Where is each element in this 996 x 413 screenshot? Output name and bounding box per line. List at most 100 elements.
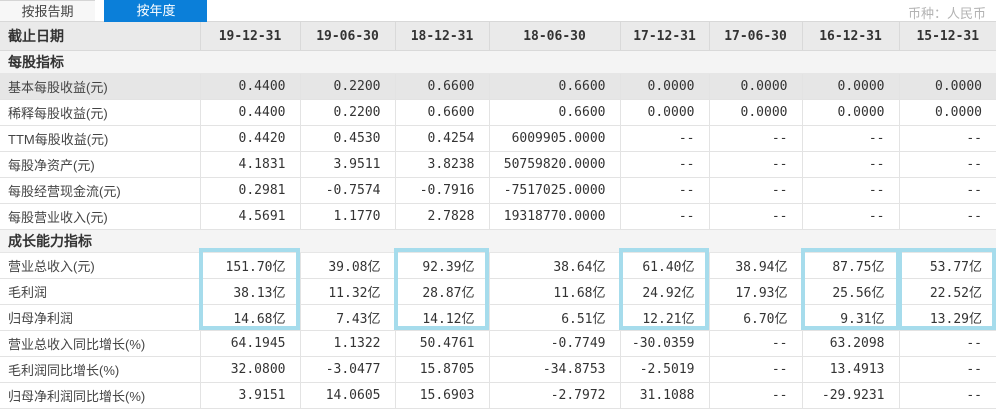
table-row[interactable]: 营业总收入(元) 151.70亿 39.08亿 92.39亿 38.64亿 61… <box>0 252 996 279</box>
table-row[interactable]: 稀释每股收益(元) 0.4400 0.2200 0.6600 0.6600 0.… <box>0 99 996 126</box>
cell: -- <box>801 177 899 204</box>
cell: 53.77亿 <box>898 252 996 279</box>
cell: 15.6903 <box>394 382 489 409</box>
cell: 38.64亿 <box>488 252 620 279</box>
cell: -34.8753 <box>488 356 620 383</box>
cell: 61.40亿 <box>619 252 709 279</box>
table-row[interactable]: 基本每股收益(元) 0.4400 0.2200 0.6600 0.6600 0.… <box>0 73 996 100</box>
cell: -- <box>801 125 899 152</box>
cell: 0.0000 <box>708 99 802 126</box>
cell: 6.51亿 <box>488 304 620 331</box>
cell: -- <box>801 151 899 178</box>
cell: -- <box>898 151 996 178</box>
cell: 17.93亿 <box>708 278 802 305</box>
cell: 13.29亿 <box>898 304 996 331</box>
cell: -- <box>898 203 996 230</box>
cell: 14.0605 <box>299 382 395 409</box>
cell: -- <box>708 125 802 152</box>
cell: 0.0000 <box>801 73 899 100</box>
cell: 15.8705 <box>394 356 489 383</box>
cell: 92.39亿 <box>394 252 489 279</box>
cell: 0.2200 <box>299 73 395 100</box>
cell: -- <box>708 382 802 409</box>
cell: 38.13亿 <box>199 278 300 305</box>
cell: 32.0800 <box>199 356 300 383</box>
cell: 0.4400 <box>199 99 300 126</box>
column-header: 16-12-31 <box>801 22 899 51</box>
table-row[interactable]: 归母净利润 14.68亿 7.43亿 14.12亿 6.51亿 12.21亿 6… <box>0 304 996 331</box>
cell: 1.1770 <box>299 203 395 230</box>
cell: 11.68亿 <box>488 278 620 305</box>
cell: 7.43亿 <box>299 304 395 331</box>
cell: -- <box>898 356 996 383</box>
table-row[interactable]: 每股经营现金流(元) 0.2981 -0.7574 -0.7916 -75170… <box>0 177 996 204</box>
indicators-table: 截止日期 19-12-31 19-06-30 18-12-31 18-06-30… <box>0 22 996 409</box>
cell: 12.21亿 <box>619 304 709 331</box>
cell: -0.7916 <box>394 177 489 204</box>
cell: -7517025.0000 <box>488 177 620 204</box>
cell: 19318770.0000 <box>488 203 620 230</box>
cell: 13.4913 <box>801 356 899 383</box>
cell: 14.68亿 <box>199 304 300 331</box>
cell: 28.87亿 <box>394 278 489 305</box>
tab-bar: 按报告期 按年度 币种：人民币 <box>0 0 996 22</box>
column-header: 15-12-31 <box>898 22 996 51</box>
table-row[interactable]: 每股净资产(元) 4.1831 3.9511 3.8238 50759820.0… <box>0 151 996 178</box>
section-title: 每股指标 <box>0 50 996 74</box>
cell: -0.7749 <box>488 330 620 357</box>
cell: 0.0000 <box>619 99 709 126</box>
cell: 0.4530 <box>299 125 395 152</box>
table-row[interactable]: 归母净利润同比增长(%) 3.9151 14.0605 15.6903 -2.7… <box>0 382 996 409</box>
table-row[interactable]: 毛利润 38.13亿 11.32亿 28.87亿 11.68亿 24.92亿 1… <box>0 278 996 305</box>
tab-by-year[interactable]: 按年度 <box>104 0 208 22</box>
cell: 14.12亿 <box>394 304 489 331</box>
cell: -3.0477 <box>299 356 395 383</box>
cell: 0.0000 <box>708 73 802 100</box>
table-row[interactable]: 营业总收入同比增长(%) 64.1945 1.1322 50.4761 -0.7… <box>0 330 996 357</box>
cell: 3.9151 <box>199 382 300 409</box>
cell: 9.31亿 <box>801 304 899 331</box>
cell: -- <box>898 177 996 204</box>
cell: -- <box>708 330 802 357</box>
cell: -- <box>708 356 802 383</box>
cell: -- <box>619 151 709 178</box>
column-header: 19-06-30 <box>299 22 395 51</box>
header-label: 截止日期 <box>0 22 200 51</box>
cell: -- <box>708 203 802 230</box>
cell: -- <box>898 330 996 357</box>
cell: 11.32亿 <box>299 278 395 305</box>
column-header: 18-12-31 <box>394 22 489 51</box>
cell: 50759820.0000 <box>488 151 620 178</box>
cell: -- <box>801 203 899 230</box>
cell: 3.8238 <box>394 151 489 178</box>
cell: 1.1322 <box>299 330 395 357</box>
cell: -- <box>619 177 709 204</box>
cell: 24.92亿 <box>619 278 709 305</box>
row-label: 每股经营现金流(元) <box>0 177 200 204</box>
table-row[interactable]: 毛利润同比增长(%) 32.0800 -3.0477 15.8705 -34.8… <box>0 356 996 383</box>
table-row[interactable]: 每股营业收入(元) 4.5691 1.1770 2.7828 19318770.… <box>0 203 996 230</box>
row-label: 稀释每股收益(元) <box>0 99 200 126</box>
tab-by-report-period[interactable]: 按报告期 <box>0 0 95 21</box>
header-row: 截止日期 19-12-31 19-06-30 18-12-31 18-06-30… <box>0 22 996 51</box>
column-header: 17-12-31 <box>619 22 709 51</box>
cell: -2.5019 <box>619 356 709 383</box>
cell: 22.52亿 <box>898 278 996 305</box>
section-per-share: 每股指标 <box>0 50 996 74</box>
cell: 0.0000 <box>898 73 996 100</box>
column-header: 19-12-31 <box>199 22 300 51</box>
cell: 63.2098 <box>801 330 899 357</box>
cell: 151.70亿 <box>199 252 300 279</box>
section-title: 成长能力指标 <box>0 229 996 253</box>
cell: 0.0000 <box>801 99 899 126</box>
cell: -29.9231 <box>801 382 899 409</box>
cell: -- <box>708 151 802 178</box>
cell: 39.08亿 <box>299 252 395 279</box>
cell: -2.7972 <box>488 382 620 409</box>
row-label: 归母净利润 <box>0 304 200 331</box>
cell: 0.6600 <box>394 99 489 126</box>
cell: 0.4420 <box>199 125 300 152</box>
table-row[interactable]: TTM每股收益(元) 0.4420 0.4530 0.4254 6009905.… <box>0 125 996 152</box>
row-label: 基本每股收益(元) <box>0 73 200 100</box>
cell: -- <box>619 203 709 230</box>
